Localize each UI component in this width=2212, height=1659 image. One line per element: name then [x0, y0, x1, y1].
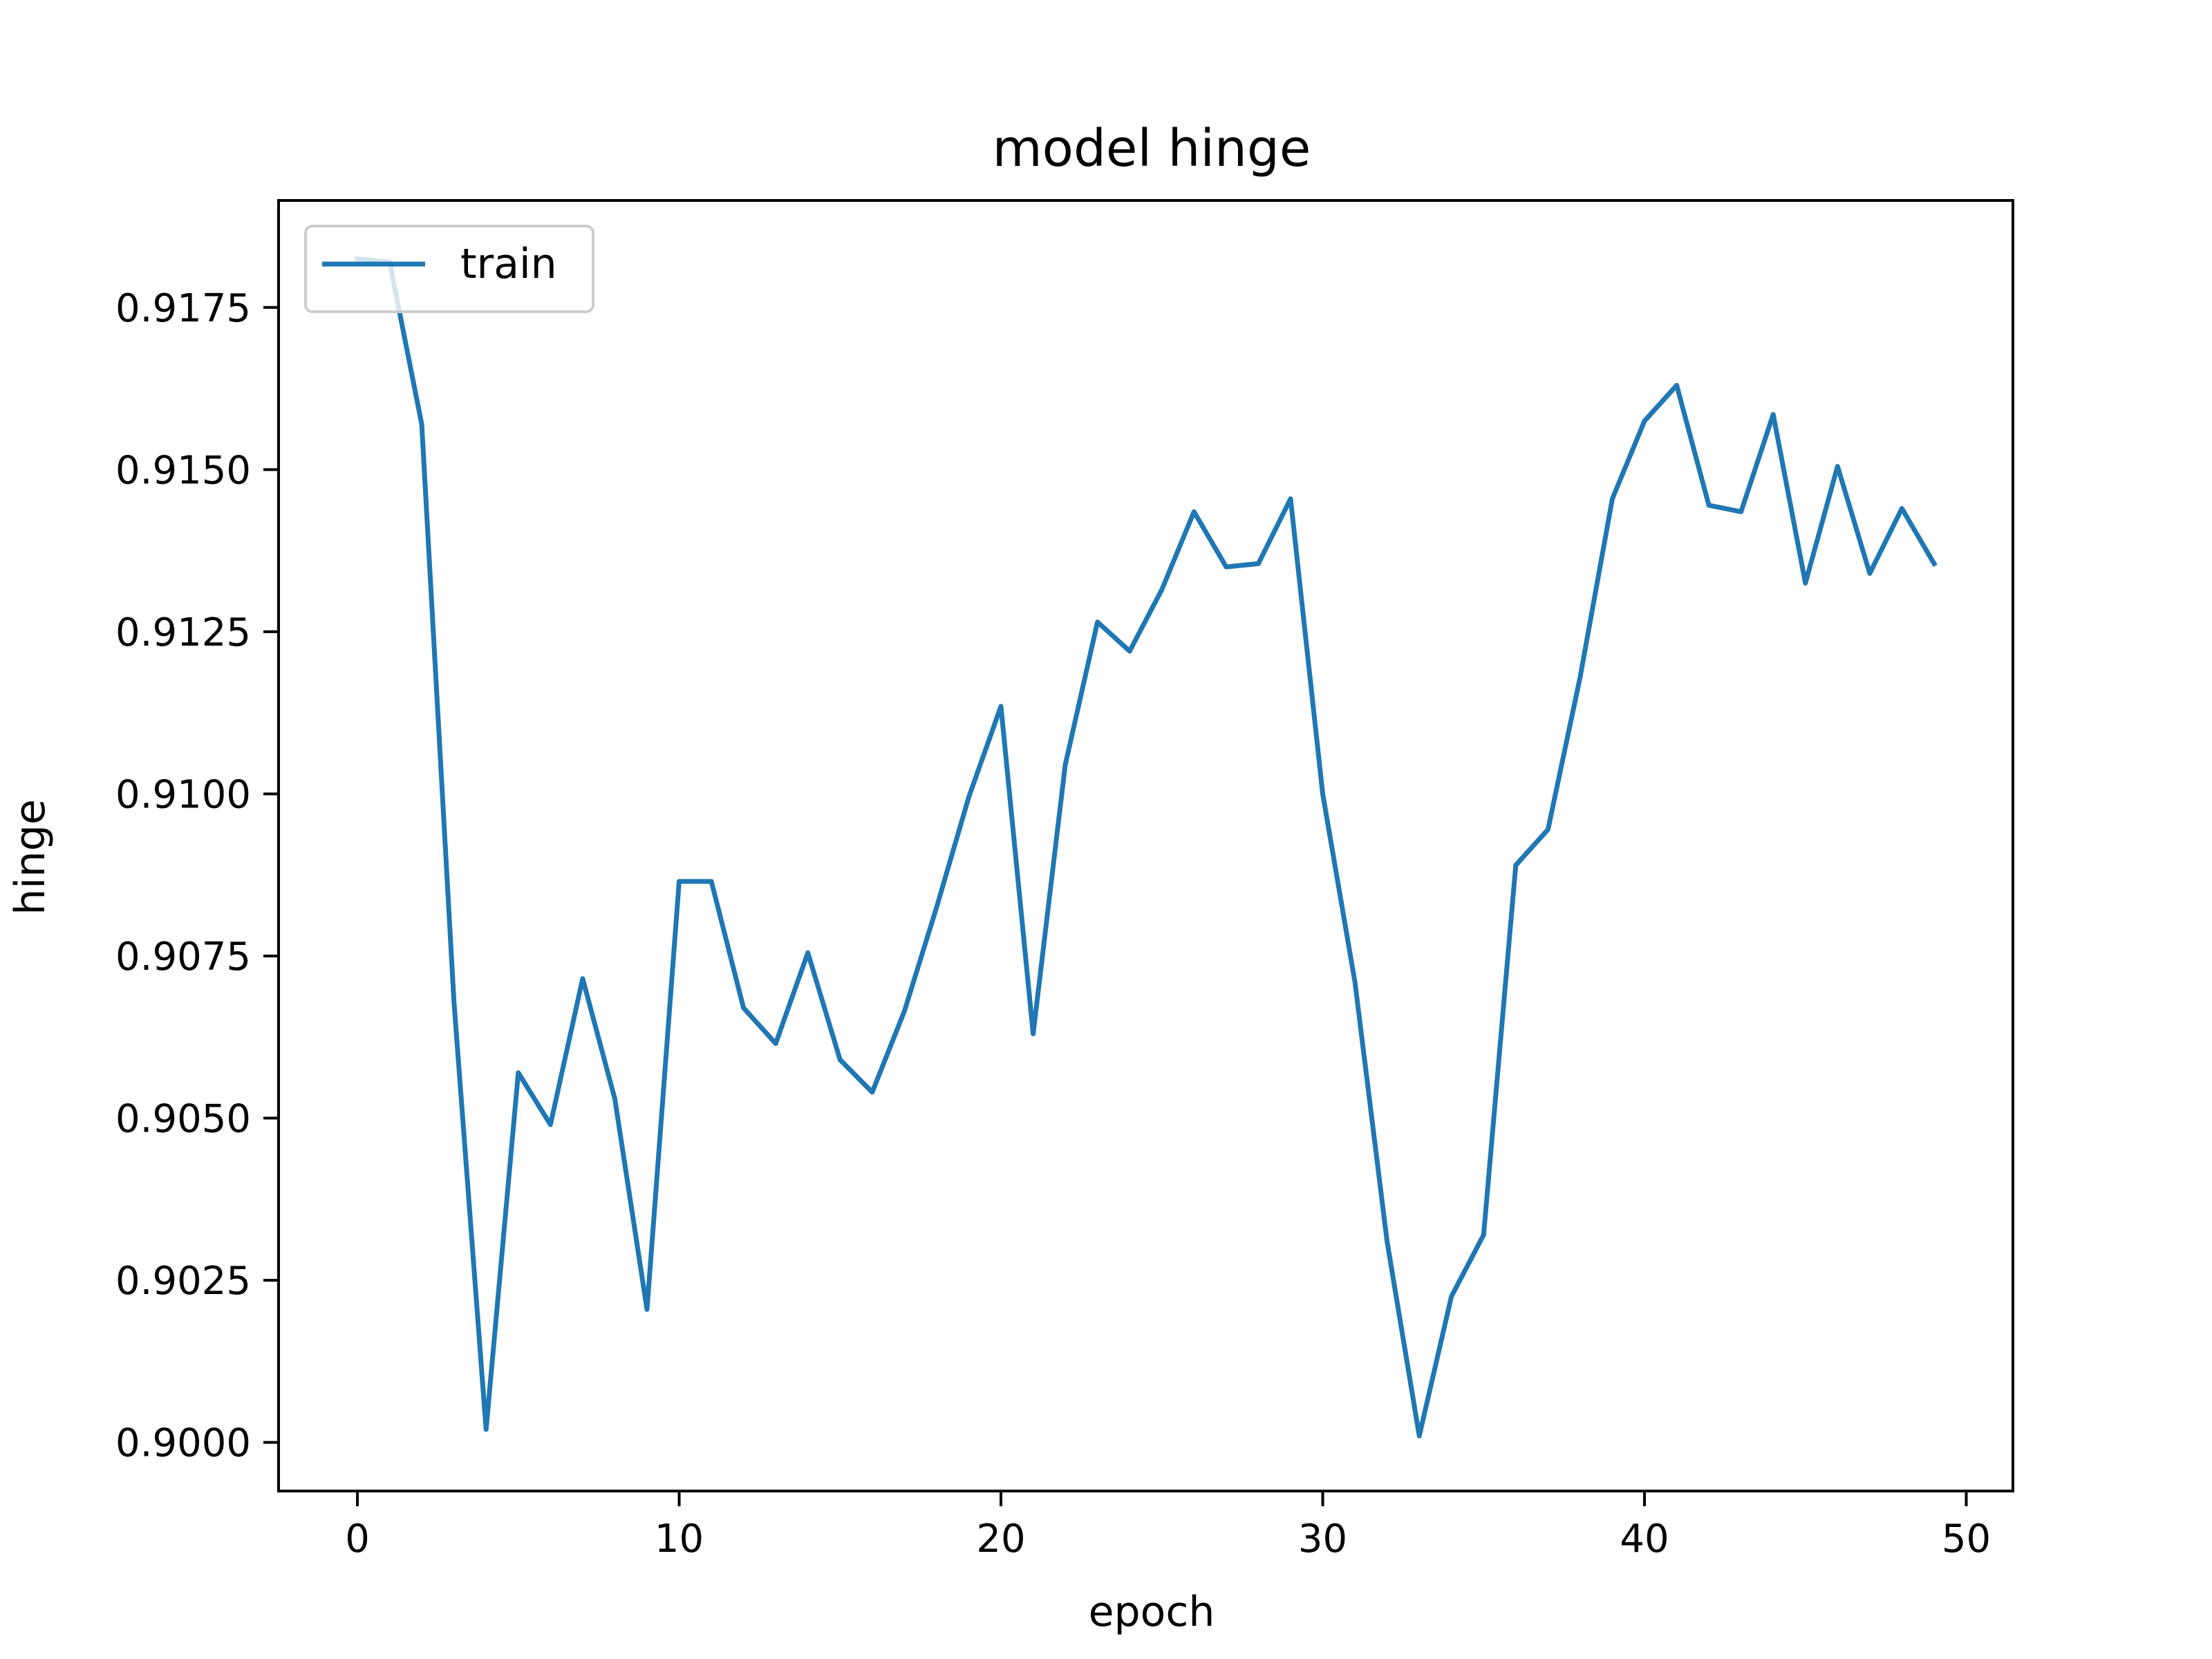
x-axis-label: epoch — [1089, 1588, 1215, 1636]
legend: train — [304, 225, 594, 313]
plot-area — [277, 199, 2014, 1492]
x-axis-ticks: 0 10 20 30 40 50 — [345, 1491, 1991, 1562]
y-tick-label: 0.9150 — [115, 448, 251, 493]
axes-frame — [277, 199, 2014, 1492]
x-tick-label: 30 — [1298, 1517, 1347, 1562]
y-tick-label: 0.9100 — [115, 772, 251, 817]
x-tick-label: 10 — [655, 1517, 704, 1562]
y-tick-label: 0.9000 — [115, 1421, 251, 1466]
x-tick-label: 20 — [976, 1517, 1025, 1562]
y-axis-label: hinge — [6, 799, 55, 915]
legend-frame — [304, 225, 594, 313]
legend-label-train: train — [460, 240, 557, 288]
x-tick-label: 0 — [345, 1517, 370, 1562]
chart-title: model hinge — [993, 119, 1311, 178]
x-tick-label: 50 — [1942, 1517, 1991, 1562]
y-axis-ticks: 0.9000 0.9025 0.9050 0.9075 0.9100 0.9125 0.91… — [115, 286, 279, 1466]
series-line-train — [355, 256, 1938, 1438]
x-tick-label: 40 — [1620, 1517, 1669, 1562]
y-tick-label: 0.9175 — [115, 286, 251, 331]
y-tick-label: 0.9125 — [115, 610, 251, 655]
y-tick-label: 0.9025 — [115, 1259, 251, 1304]
y-tick-label: 0.9075 — [115, 935, 251, 980]
y-tick-label: 0.9050 — [115, 1097, 251, 1142]
